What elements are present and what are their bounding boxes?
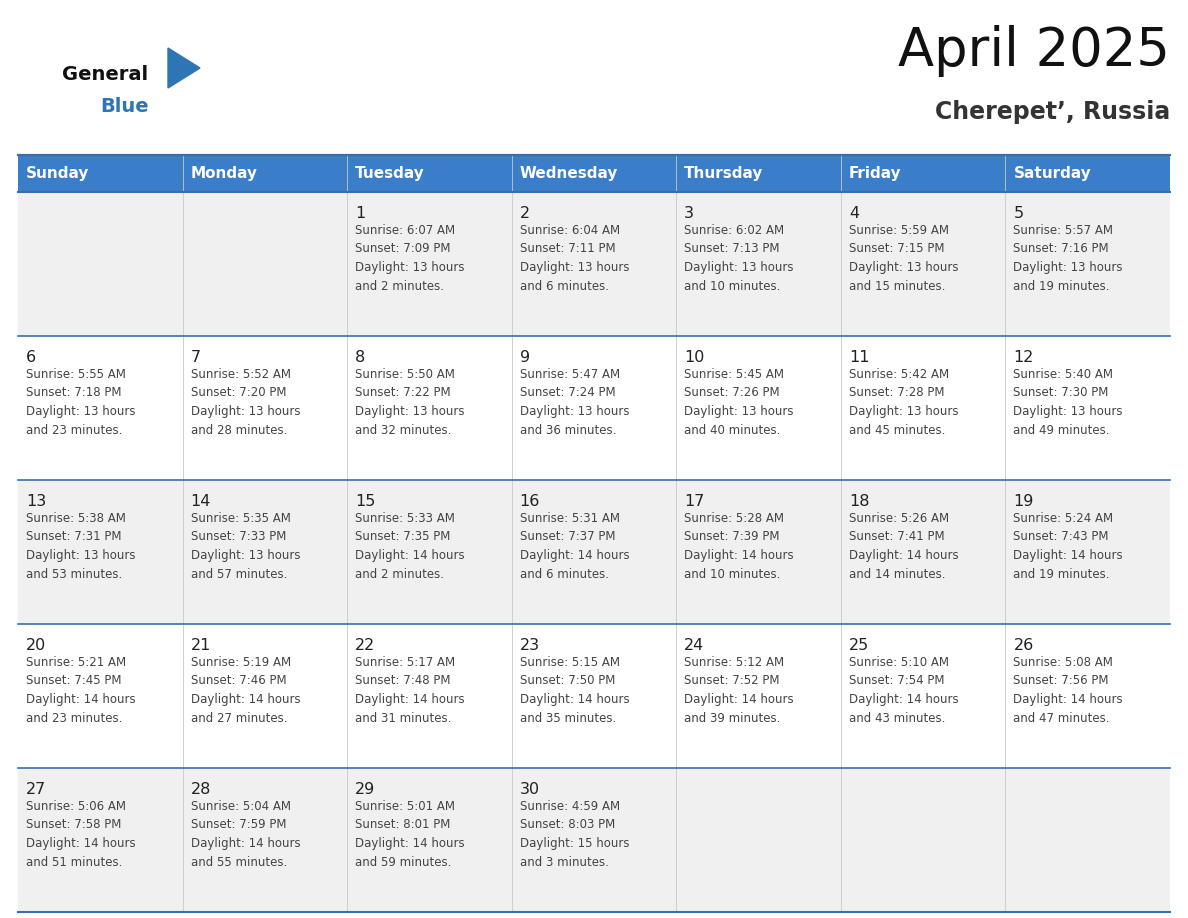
Text: Blue: Blue	[100, 97, 148, 117]
Text: Sunrise: 5:04 AM
Sunset: 7:59 PM
Daylight: 14 hours
and 55 minutes.: Sunrise: 5:04 AM Sunset: 7:59 PM Dayligh…	[190, 800, 301, 868]
Text: Sunrise: 5:19 AM
Sunset: 7:46 PM
Daylight: 14 hours
and 27 minutes.: Sunrise: 5:19 AM Sunset: 7:46 PM Dayligh…	[190, 656, 301, 724]
Text: Sunrise: 5:55 AM
Sunset: 7:18 PM
Daylight: 13 hours
and 23 minutes.: Sunrise: 5:55 AM Sunset: 7:18 PM Dayligh…	[26, 368, 135, 436]
Text: 1: 1	[355, 206, 366, 221]
Text: 7: 7	[190, 350, 201, 365]
Text: Sunrise: 6:04 AM
Sunset: 7:11 PM
Daylight: 13 hours
and 6 minutes.: Sunrise: 6:04 AM Sunset: 7:11 PM Dayligh…	[519, 224, 630, 293]
Text: Sunrise: 5:24 AM
Sunset: 7:43 PM
Daylight: 14 hours
and 19 minutes.: Sunrise: 5:24 AM Sunset: 7:43 PM Dayligh…	[1013, 512, 1123, 580]
Text: Sunrise: 5:59 AM
Sunset: 7:15 PM
Daylight: 13 hours
and 15 minutes.: Sunrise: 5:59 AM Sunset: 7:15 PM Dayligh…	[849, 224, 959, 293]
Text: Sunrise: 5:01 AM
Sunset: 8:01 PM
Daylight: 14 hours
and 59 minutes.: Sunrise: 5:01 AM Sunset: 8:01 PM Dayligh…	[355, 800, 465, 868]
Bar	[18, 192, 1170, 336]
Text: 18: 18	[849, 494, 870, 509]
Text: 6: 6	[26, 350, 36, 365]
Text: Cherepet’, Russia: Cherepet’, Russia	[935, 100, 1170, 124]
Bar	[18, 155, 1170, 192]
Text: Sunrise: 5:40 AM
Sunset: 7:30 PM
Daylight: 13 hours
and 49 minutes.: Sunrise: 5:40 AM Sunset: 7:30 PM Dayligh…	[1013, 368, 1123, 436]
Text: 2: 2	[519, 206, 530, 221]
Text: Sunrise: 5:21 AM
Sunset: 7:45 PM
Daylight: 14 hours
and 23 minutes.: Sunrise: 5:21 AM Sunset: 7:45 PM Dayligh…	[26, 656, 135, 724]
Text: Sunday: Sunday	[26, 166, 89, 181]
Text: 13: 13	[26, 494, 46, 509]
Text: General: General	[62, 65, 148, 84]
Text: Sunrise: 5:57 AM
Sunset: 7:16 PM
Daylight: 13 hours
and 19 minutes.: Sunrise: 5:57 AM Sunset: 7:16 PM Dayligh…	[1013, 224, 1123, 293]
Text: Sunrise: 6:02 AM
Sunset: 7:13 PM
Daylight: 13 hours
and 10 minutes.: Sunrise: 6:02 AM Sunset: 7:13 PM Dayligh…	[684, 224, 794, 293]
Bar	[18, 768, 1170, 912]
Text: 8: 8	[355, 350, 366, 365]
Text: Sunrise: 5:33 AM
Sunset: 7:35 PM
Daylight: 14 hours
and 2 minutes.: Sunrise: 5:33 AM Sunset: 7:35 PM Dayligh…	[355, 512, 465, 580]
Text: 11: 11	[849, 350, 870, 365]
Text: 14: 14	[190, 494, 211, 509]
Text: 24: 24	[684, 638, 704, 653]
Text: Tuesday: Tuesday	[355, 166, 425, 181]
Text: Saturday: Saturday	[1013, 166, 1092, 181]
Text: 16: 16	[519, 494, 541, 509]
Text: 19: 19	[1013, 494, 1034, 509]
Text: Monday: Monday	[190, 166, 258, 181]
Text: 4: 4	[849, 206, 859, 221]
Text: 22: 22	[355, 638, 375, 653]
Text: Sunrise: 5:45 AM
Sunset: 7:26 PM
Daylight: 13 hours
and 40 minutes.: Sunrise: 5:45 AM Sunset: 7:26 PM Dayligh…	[684, 368, 794, 436]
Text: 25: 25	[849, 638, 870, 653]
Text: Friday: Friday	[849, 166, 902, 181]
Text: Sunrise: 5:15 AM
Sunset: 7:50 PM
Daylight: 14 hours
and 35 minutes.: Sunrise: 5:15 AM Sunset: 7:50 PM Dayligh…	[519, 656, 630, 724]
Bar	[18, 624, 1170, 768]
Text: 3: 3	[684, 206, 694, 221]
Text: Sunrise: 5:47 AM
Sunset: 7:24 PM
Daylight: 13 hours
and 36 minutes.: Sunrise: 5:47 AM Sunset: 7:24 PM Dayligh…	[519, 368, 630, 436]
Text: 21: 21	[190, 638, 211, 653]
Text: Sunrise: 5:10 AM
Sunset: 7:54 PM
Daylight: 14 hours
and 43 minutes.: Sunrise: 5:10 AM Sunset: 7:54 PM Dayligh…	[849, 656, 959, 724]
Bar	[18, 336, 1170, 480]
Text: 5: 5	[1013, 206, 1024, 221]
Text: 17: 17	[684, 494, 704, 509]
Text: Sunrise: 5:28 AM
Sunset: 7:39 PM
Daylight: 14 hours
and 10 minutes.: Sunrise: 5:28 AM Sunset: 7:39 PM Dayligh…	[684, 512, 794, 580]
Text: 12: 12	[1013, 350, 1034, 365]
Text: Sunrise: 4:59 AM
Sunset: 8:03 PM
Daylight: 15 hours
and 3 minutes.: Sunrise: 4:59 AM Sunset: 8:03 PM Dayligh…	[519, 800, 630, 868]
Text: 9: 9	[519, 350, 530, 365]
Text: Sunrise: 5:08 AM
Sunset: 7:56 PM
Daylight: 14 hours
and 47 minutes.: Sunrise: 5:08 AM Sunset: 7:56 PM Dayligh…	[1013, 656, 1123, 724]
Text: Sunrise: 5:31 AM
Sunset: 7:37 PM
Daylight: 14 hours
and 6 minutes.: Sunrise: 5:31 AM Sunset: 7:37 PM Dayligh…	[519, 512, 630, 580]
Text: 26: 26	[1013, 638, 1034, 653]
Text: Sunrise: 5:42 AM
Sunset: 7:28 PM
Daylight: 13 hours
and 45 minutes.: Sunrise: 5:42 AM Sunset: 7:28 PM Dayligh…	[849, 368, 959, 436]
Text: Sunrise: 5:26 AM
Sunset: 7:41 PM
Daylight: 14 hours
and 14 minutes.: Sunrise: 5:26 AM Sunset: 7:41 PM Dayligh…	[849, 512, 959, 580]
Text: Sunrise: 5:06 AM
Sunset: 7:58 PM
Daylight: 14 hours
and 51 minutes.: Sunrise: 5:06 AM Sunset: 7:58 PM Dayligh…	[26, 800, 135, 868]
Text: Sunrise: 6:07 AM
Sunset: 7:09 PM
Daylight: 13 hours
and 2 minutes.: Sunrise: 6:07 AM Sunset: 7:09 PM Dayligh…	[355, 224, 465, 293]
Bar	[18, 480, 1170, 624]
Text: 28: 28	[190, 782, 211, 797]
Text: Sunrise: 5:50 AM
Sunset: 7:22 PM
Daylight: 13 hours
and 32 minutes.: Sunrise: 5:50 AM Sunset: 7:22 PM Dayligh…	[355, 368, 465, 436]
Text: Thursday: Thursday	[684, 166, 764, 181]
Text: Sunrise: 5:35 AM
Sunset: 7:33 PM
Daylight: 13 hours
and 57 minutes.: Sunrise: 5:35 AM Sunset: 7:33 PM Dayligh…	[190, 512, 301, 580]
Text: 15: 15	[355, 494, 375, 509]
Text: Sunrise: 5:12 AM
Sunset: 7:52 PM
Daylight: 14 hours
and 39 minutes.: Sunrise: 5:12 AM Sunset: 7:52 PM Dayligh…	[684, 656, 794, 724]
Text: Sunrise: 5:52 AM
Sunset: 7:20 PM
Daylight: 13 hours
and 28 minutes.: Sunrise: 5:52 AM Sunset: 7:20 PM Dayligh…	[190, 368, 301, 436]
Text: 30: 30	[519, 782, 539, 797]
Polygon shape	[168, 48, 200, 88]
Text: Sunrise: 5:17 AM
Sunset: 7:48 PM
Daylight: 14 hours
and 31 minutes.: Sunrise: 5:17 AM Sunset: 7:48 PM Dayligh…	[355, 656, 465, 724]
Text: 29: 29	[355, 782, 375, 797]
Text: 27: 27	[26, 782, 46, 797]
Text: April 2025: April 2025	[898, 25, 1170, 77]
Text: Sunrise: 5:38 AM
Sunset: 7:31 PM
Daylight: 13 hours
and 53 minutes.: Sunrise: 5:38 AM Sunset: 7:31 PM Dayligh…	[26, 512, 135, 580]
Text: 23: 23	[519, 638, 539, 653]
Text: 10: 10	[684, 350, 704, 365]
Text: 20: 20	[26, 638, 46, 653]
Text: Wednesday: Wednesday	[519, 166, 618, 181]
